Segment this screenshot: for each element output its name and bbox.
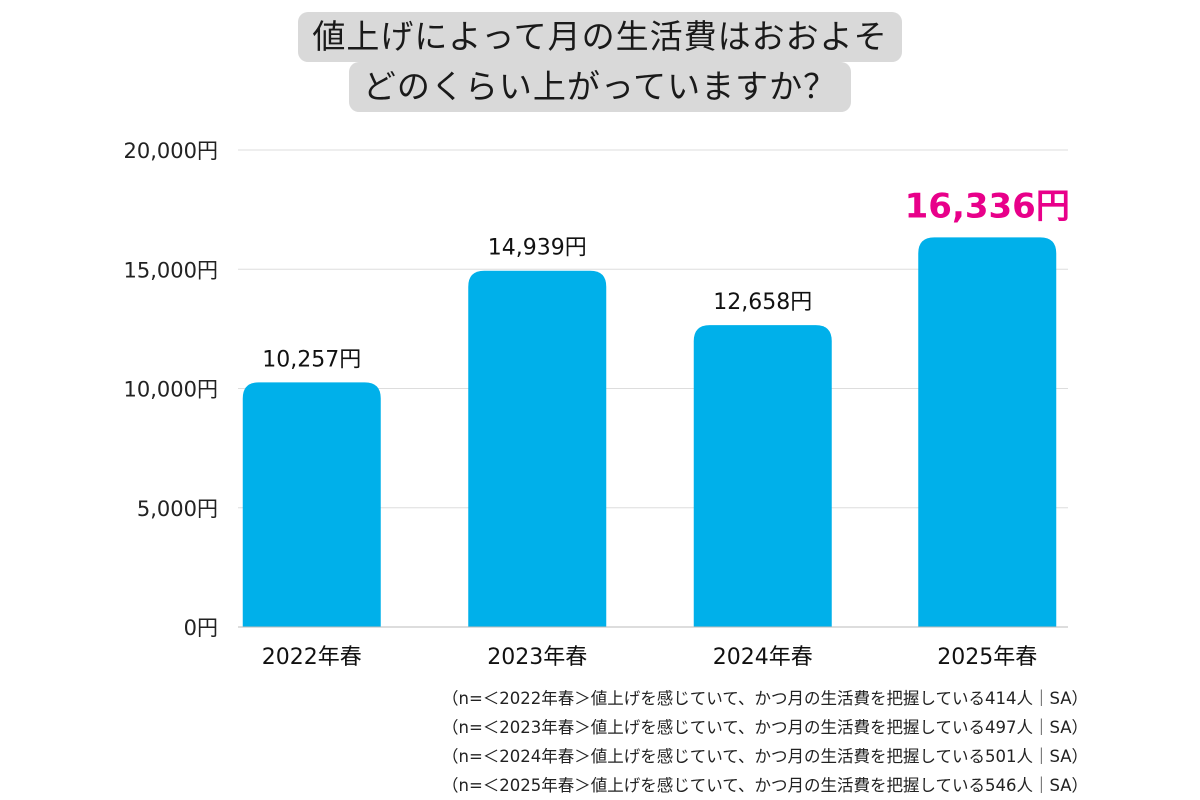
footnote-2024: （n=＜2024年春＞値上げを感じていて、かつ月の生活費を把握している501人｜… bbox=[442, 747, 1089, 766]
x-tick-label: 2022年春 bbox=[262, 645, 362, 670]
footnote-2023: （n=＜2023年春＞値上げを感じていて、かつ月の生活費を把握している497人｜… bbox=[442, 718, 1089, 737]
y-tick-label: 5,000円 bbox=[137, 497, 218, 521]
data-label: 12,658円 bbox=[713, 290, 812, 315]
chart-title-line-1: 値上げによって月の生活費はおおよそ bbox=[298, 12, 902, 62]
x-tick-label: 2024年春 bbox=[713, 645, 813, 670]
data-label: 14,939円 bbox=[488, 236, 587, 261]
bar-2024年春 bbox=[693, 325, 832, 627]
y-tick-label: 20,000円 bbox=[124, 139, 218, 163]
x-tick-label: 2025年春 bbox=[937, 645, 1037, 670]
data-label: 10,257円 bbox=[262, 347, 361, 372]
y-tick-label: 15,000円 bbox=[124, 258, 218, 282]
data-label: 16,336円 bbox=[905, 186, 1070, 226]
bar-2023年春 bbox=[468, 270, 607, 627]
y-tick-label: 0円 bbox=[184, 616, 218, 640]
y-tick-label: 10,000円 bbox=[124, 378, 218, 402]
x-tick-label: 2023年春 bbox=[487, 645, 587, 670]
footnotes: （n=＜2022年春＞値上げを感じていて、かつ月の生活費を把握している414人｜… bbox=[442, 684, 1088, 800]
bar-chart: 0円 5,000円 10,000円 15,000円 20,000円 10,257円 2022… bbox=[124, 139, 1070, 670]
bar-2022年春 bbox=[242, 382, 381, 627]
bar-2025年春 bbox=[918, 237, 1057, 627]
footnote-2025: （n=＜2025年春＞値上げを感じていて、かつ月の生活費を把握している546人｜… bbox=[442, 776, 1089, 795]
chart-title: 値上げによって月の生活費はおおよそ どのくらい上がっていますか？ bbox=[0, 12, 1200, 112]
chart-title-line-2: どのくらい上がっていますか？ bbox=[348, 62, 852, 112]
footnote-2022: （n=＜2022年春＞値上げを感じていて、かつ月の生活費を把握している414人｜… bbox=[442, 689, 1089, 708]
